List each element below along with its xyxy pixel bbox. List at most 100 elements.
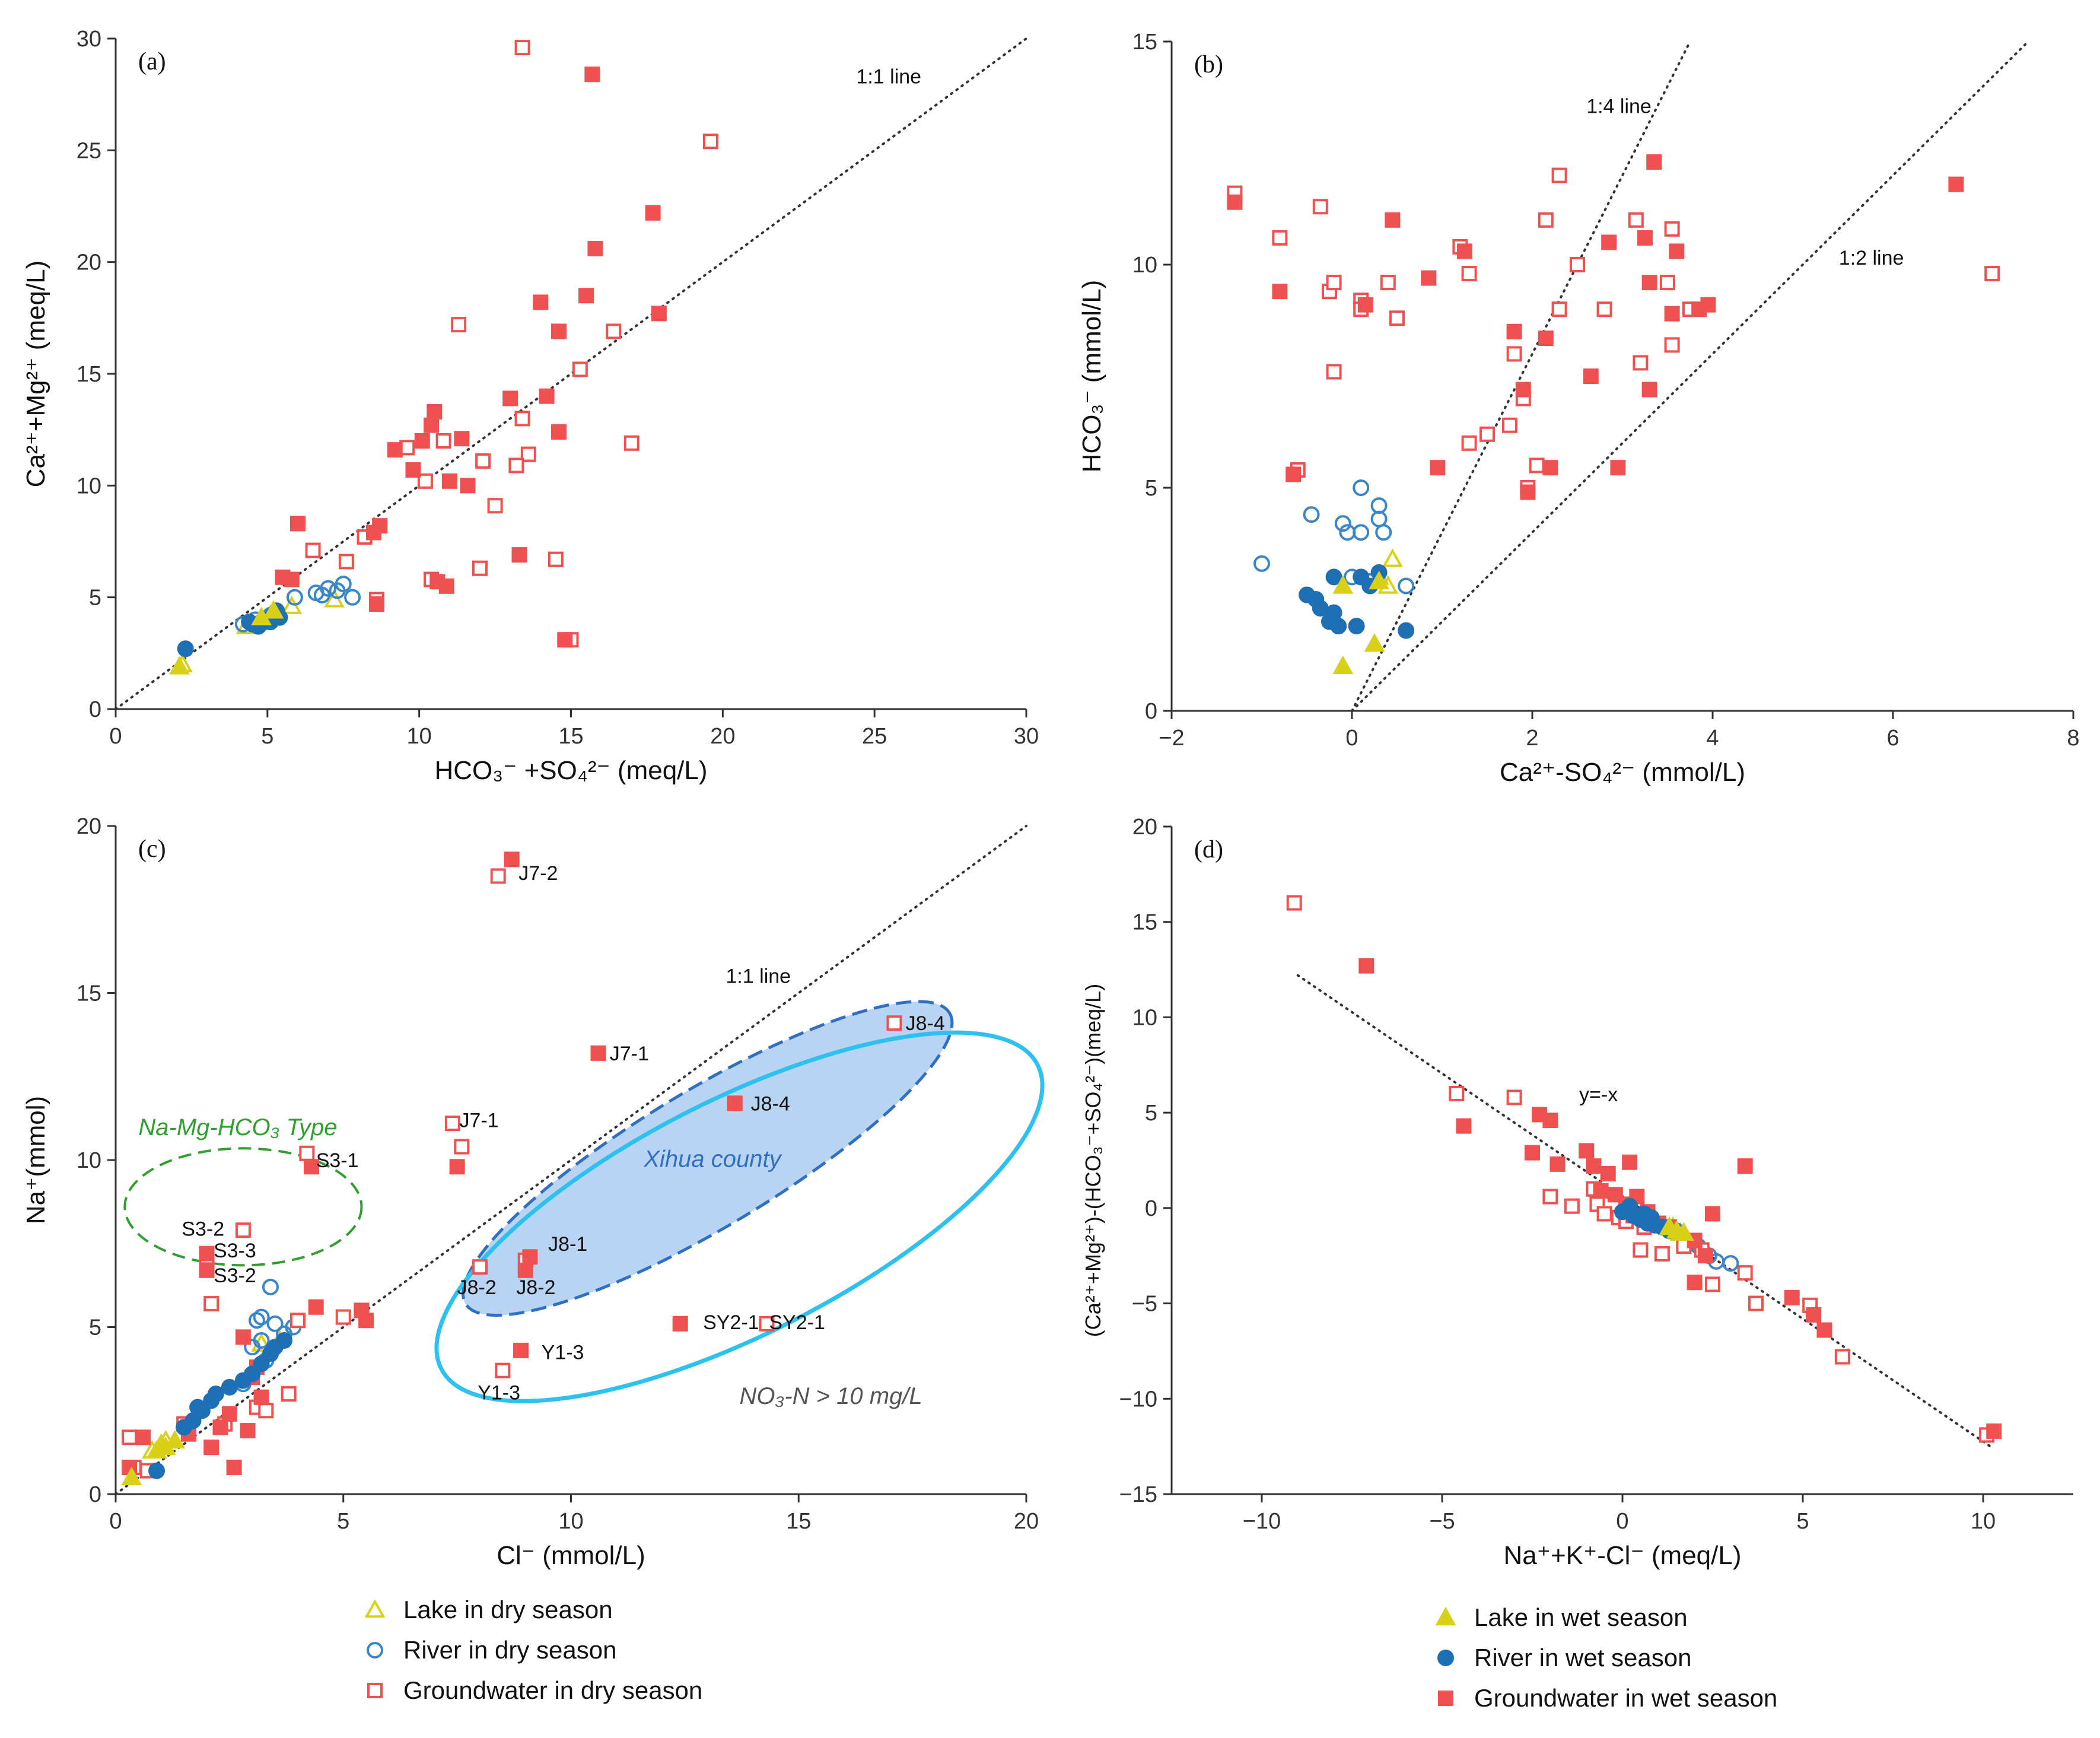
data-point <box>472 1259 488 1275</box>
data-point <box>1600 1166 1616 1181</box>
data-point <box>1538 212 1554 228</box>
y-tick-label: 0 <box>1145 1196 1157 1221</box>
x-tick-label: 5 <box>1796 1509 1809 1534</box>
data-point <box>1593 1183 1609 1199</box>
point-label: J8-2 <box>457 1276 497 1299</box>
data-point <box>1669 243 1685 259</box>
data-point <box>441 473 457 489</box>
data-point <box>169 656 190 675</box>
data-point <box>1370 497 1388 514</box>
data-point <box>1286 466 1302 482</box>
data-point <box>253 1355 270 1372</box>
legend-marker <box>1438 1691 1453 1706</box>
data-point <box>203 1440 219 1456</box>
data-point <box>1332 655 1354 674</box>
data-point <box>454 431 470 447</box>
y-tick-label: 0 <box>89 697 101 722</box>
data-point <box>551 323 567 339</box>
data-point <box>1461 266 1477 282</box>
data-point <box>1986 1423 2002 1439</box>
data-point <box>584 66 600 82</box>
data-point <box>1660 275 1675 291</box>
data-point <box>1353 479 1370 496</box>
x-tick-label: 0 <box>1345 726 1358 751</box>
data-point <box>122 1429 138 1445</box>
data-point <box>1700 297 1716 313</box>
data-point <box>135 1429 151 1445</box>
data-point <box>1622 1154 1638 1170</box>
y-tick-label: −10 <box>1119 1387 1157 1412</box>
x-tick-label: 10 <box>1971 1509 1996 1534</box>
data-point <box>427 404 443 420</box>
data-point <box>460 478 476 494</box>
data-point <box>645 205 661 221</box>
point-label: J8-1 <box>548 1233 587 1256</box>
data-point <box>1549 1156 1566 1172</box>
legend-marker <box>1435 1606 1456 1626</box>
y-tick-label: 15 <box>1132 30 1157 55</box>
data-point <box>702 134 718 150</box>
x-tick-label: 6 <box>1886 726 1899 751</box>
data-point <box>240 1423 256 1439</box>
y-tick-label: 20 <box>77 250 101 275</box>
data-point <box>451 317 467 333</box>
point-label: SY2-1 <box>769 1311 825 1334</box>
data-point <box>344 589 361 606</box>
point-label: J7-1 <box>459 1109 498 1132</box>
series-river-in-wet-season <box>148 1332 292 1479</box>
legend-label: Groundwater in wet season <box>1474 1684 1777 1712</box>
legend-label: Lake in dry season <box>403 1596 613 1623</box>
data-point <box>1479 426 1495 442</box>
data-point <box>1303 506 1320 523</box>
data-point <box>221 1378 238 1396</box>
reference-line-label: 1:4 line <box>1586 95 1652 117</box>
data-point <box>444 1116 460 1132</box>
reference-line <box>1351 40 2029 712</box>
series-groundwater-in-dry-season <box>1286 895 1995 1443</box>
point-label: S3-1 <box>316 1149 359 1172</box>
data-point <box>221 1406 237 1422</box>
y-tick-label: 20 <box>1132 815 1157 840</box>
data-point <box>1637 230 1653 246</box>
y-axis-label: Na⁺(mmol) <box>21 1096 50 1224</box>
x-tick-label: 2 <box>1526 726 1538 751</box>
data-point <box>1253 555 1270 572</box>
data-point <box>308 1299 324 1315</box>
y-axis-label: HCO₃⁻ (mmol/L) <box>1077 280 1106 473</box>
data-point <box>1654 1246 1670 1262</box>
legend-marker <box>367 1683 383 1698</box>
y-tick-label: 5 <box>1145 1101 1157 1126</box>
data-point <box>275 1332 292 1349</box>
data-point <box>290 1313 306 1329</box>
region-ellipse <box>434 1030 1045 1403</box>
data-point <box>578 288 594 304</box>
data-point <box>502 390 518 406</box>
series-groundwater-in-wet-season <box>1358 958 2002 1439</box>
data-point <box>1646 154 1662 170</box>
data-point <box>1621 1197 1638 1215</box>
panel-c: 0 5 10 15 20 0 5 10 15 20 Cl⁻ (mmol/L) Na⁺(mmol) (c)… <box>21 814 1045 1570</box>
y-tick-label: 0 <box>1145 699 1157 724</box>
data-point <box>1816 1322 1832 1338</box>
data-point <box>590 1045 606 1061</box>
data-point <box>1385 212 1401 228</box>
data-point <box>235 1222 251 1238</box>
data-point <box>1551 301 1567 317</box>
series-lake-in-wet-season <box>1659 1216 1694 1241</box>
data-point <box>514 40 530 56</box>
x-tick-label: 0 <box>1616 1509 1628 1534</box>
data-point <box>177 640 194 657</box>
data-point <box>490 868 506 884</box>
reference-line <box>114 825 1027 1495</box>
data-point <box>290 516 306 532</box>
data-point <box>1705 1206 1720 1222</box>
data-point <box>226 1459 242 1475</box>
panel-d: −10 −5 0 5 10 −15 −10 −5 0 5 10 15 20 Na⁺+K⁺-Cl⁻ (meq… <box>1081 815 2073 1570</box>
series-lake-in-wet-season <box>1332 570 1389 674</box>
data-point <box>435 433 451 449</box>
series-lake-in-wet-season <box>169 600 284 675</box>
point-label: S3-2 <box>182 1218 224 1240</box>
y-tick-label: 5 <box>1145 476 1157 501</box>
